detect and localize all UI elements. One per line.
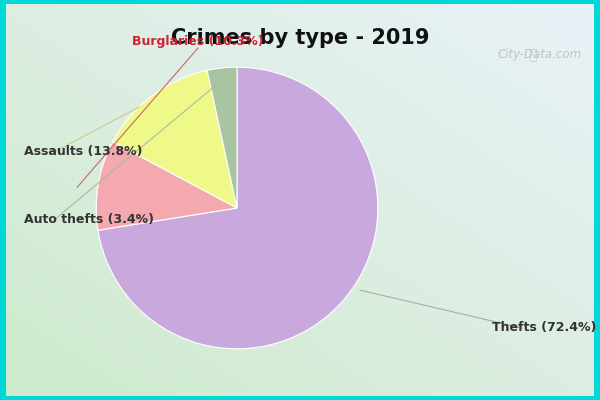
Wedge shape <box>207 67 237 208</box>
Text: Auto thefts (3.4%): Auto thefts (3.4%) <box>24 214 154 226</box>
Wedge shape <box>96 142 237 230</box>
Text: Burglaries (10.3%): Burglaries (10.3%) <box>132 35 264 48</box>
Text: Thefts (72.4%): Thefts (72.4%) <box>492 322 596 334</box>
Text: Crimes by type - 2019: Crimes by type - 2019 <box>171 28 429 48</box>
Wedge shape <box>98 67 378 349</box>
Wedge shape <box>113 70 237 208</box>
Text: Assaults (13.8%): Assaults (13.8%) <box>24 146 143 158</box>
Text: City-Data.com: City-Data.com <box>498 48 582 61</box>
Text: ⦿: ⦿ <box>529 48 537 62</box>
